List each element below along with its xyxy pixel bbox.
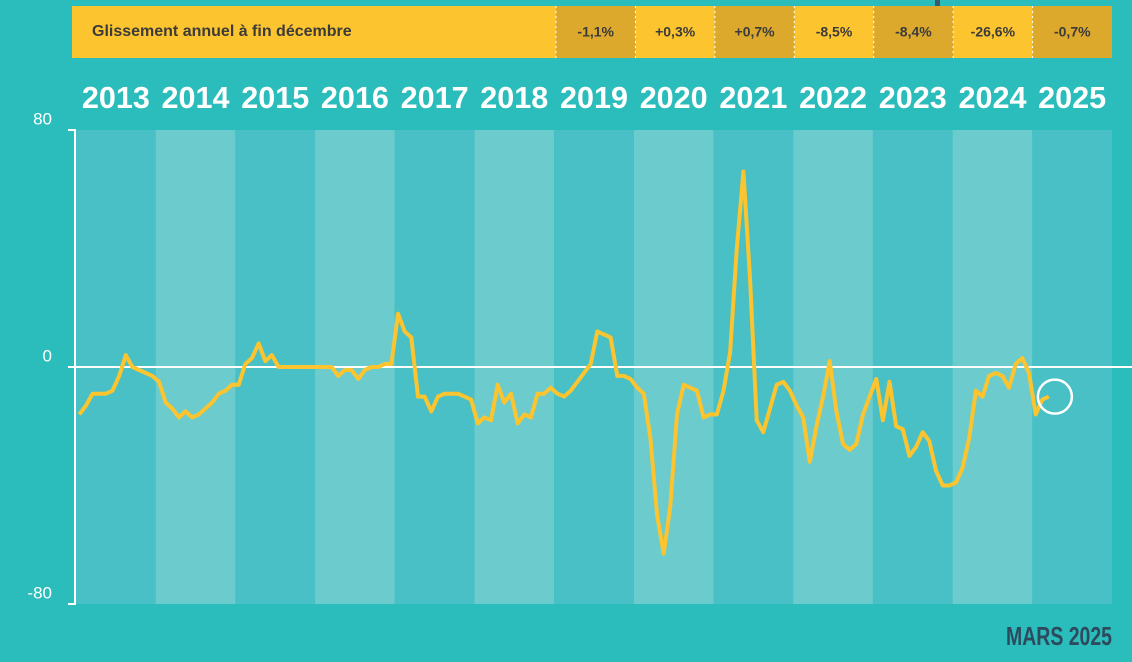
- table-cell-value: -1,1%: [577, 24, 614, 40]
- table-cells: -1,1% +0,3% +0,7% -8,5% -8,4% -26,6% -0,7%: [555, 6, 1112, 58]
- table-cell-value: -8,5%: [816, 24, 853, 40]
- table-cell: [794, 6, 874, 58]
- table-cell-value: -26,6%: [971, 24, 1016, 40]
- x-tick-label: 2024: [958, 80, 1027, 115]
- table-cell-value: +0,3%: [655, 24, 696, 40]
- table-title-cell: [72, 6, 556, 58]
- y-tick-label: -80: [27, 583, 52, 602]
- x-tick-label: 2013: [82, 80, 150, 115]
- y-tick-label: 80: [33, 109, 52, 128]
- x-tick-label: 2019: [560, 80, 628, 115]
- footer: MARS 2025: [1006, 621, 1112, 651]
- table-cell-value: -0,7%: [1054, 24, 1091, 40]
- data-line: [77, 169, 1050, 556]
- x-tick-label: 2022: [799, 80, 867, 115]
- table-cell: [1032, 6, 1112, 58]
- x-tick-label: 2015: [241, 80, 309, 115]
- x-tick-label: 2018: [480, 80, 548, 115]
- table-cell: [556, 6, 636, 58]
- table-cell: [635, 6, 715, 58]
- y-tick-label: 0: [43, 346, 52, 365]
- x-tick-label: 2016: [321, 80, 389, 115]
- table-cell-value: -8,4%: [895, 24, 932, 40]
- table-cell: [873, 6, 954, 58]
- plot: 2013 2014 2015 2016 2017 2018 2019 2020 2021 2022…: [27, 80, 1132, 605]
- x-tick-label: 2023: [879, 80, 947, 115]
- x-tick-label: 2014: [162, 80, 231, 115]
- table-cell: [953, 6, 1033, 58]
- table-cell: [714, 6, 795, 58]
- x-tick-label: 2025: [1038, 80, 1106, 115]
- x-tick-label: 2020: [640, 80, 708, 115]
- x-tick-label: 2017: [401, 80, 469, 115]
- x-tick-label: 2021: [719, 80, 787, 115]
- table-title: Glissement annuel à fin décembre: [92, 23, 352, 40]
- last-point-marker: [1036, 378, 1074, 415]
- table-cell-value: +0,7%: [735, 24, 776, 40]
